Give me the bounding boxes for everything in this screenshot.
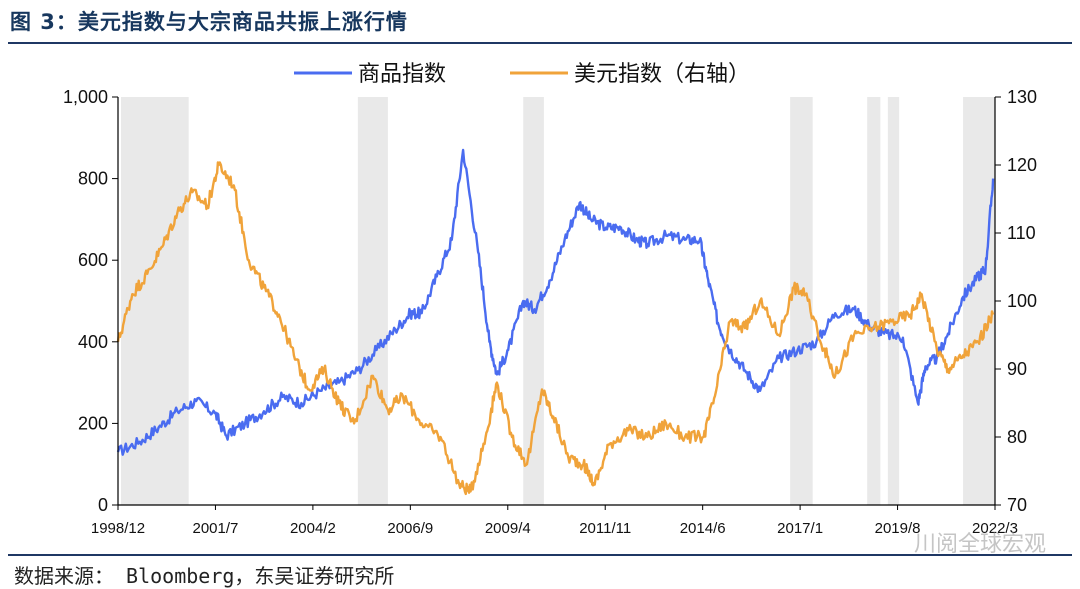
axes: 0 200 400 600 800 1,000 70 80 90 100 110 120 130 1998… — [63, 87, 1037, 537]
source-note: 数据来源： Bloomberg，东吴证券研究所 — [14, 564, 395, 588]
right-tick-label: 80 — [1007, 427, 1027, 447]
left-tick-label: 0 — [98, 495, 108, 515]
right-tick-label: 90 — [1007, 359, 1027, 379]
shade-period-4 — [867, 97, 881, 505]
x-tick-label: 2017/1 — [777, 520, 823, 537]
x-tick-label: 2022/3 — [972, 520, 1018, 537]
right-tick-label: 70 — [1007, 495, 1027, 515]
shaded-periods — [121, 97, 995, 505]
shade-period-5 — [887, 97, 900, 505]
shade-period-0 — [121, 97, 189, 505]
series-line-commodity — [116, 148, 995, 456]
x-tick-label: 1998/12 — [91, 520, 145, 537]
shade-period-1 — [357, 97, 388, 505]
shade-period-6 — [963, 97, 995, 505]
right-tick-label: 110 — [1007, 223, 1036, 243]
x-tick-label: 2001/7 — [192, 520, 238, 537]
left-tick-label: 600 — [78, 250, 108, 270]
legend: 商品指数 美元指数（右轴） — [294, 62, 750, 87]
left-tick-label: 200 — [78, 413, 108, 433]
top-rule — [8, 42, 1072, 44]
watermark-text: 川阅全球宏观 — [913, 532, 1046, 557]
series-lines — [116, 148, 995, 496]
left-tick-label: 800 — [78, 169, 108, 189]
x-tick-label: 2014/6 — [680, 520, 726, 537]
x-tick-label: 2011/11 — [579, 520, 631, 537]
x-tick-label: 2004/2 — [290, 520, 336, 537]
x-tick-label: 2019/8 — [875, 520, 921, 537]
right-tick-label: 100 — [1007, 291, 1037, 311]
right-tick-label: 130 — [1007, 87, 1037, 107]
left-tick-label: 400 — [78, 332, 108, 352]
series-line-dxy — [116, 161, 995, 496]
legend-label-commodity: 商品指数 — [358, 62, 446, 87]
right-tick-label: 120 — [1007, 155, 1037, 175]
x-tick-label: 2006/9 — [387, 520, 433, 537]
left-tick-label: 1,000 — [63, 87, 108, 107]
bottom-rule — [8, 554, 1072, 556]
legend-label-dxy: 美元指数（右轴） — [574, 62, 750, 87]
x-tick-label: 2009/4 — [485, 520, 531, 537]
figure-title: 图 3：美元指数与大宗商品共振上涨行情 — [10, 10, 408, 34]
shade-period-3 — [790, 97, 813, 505]
